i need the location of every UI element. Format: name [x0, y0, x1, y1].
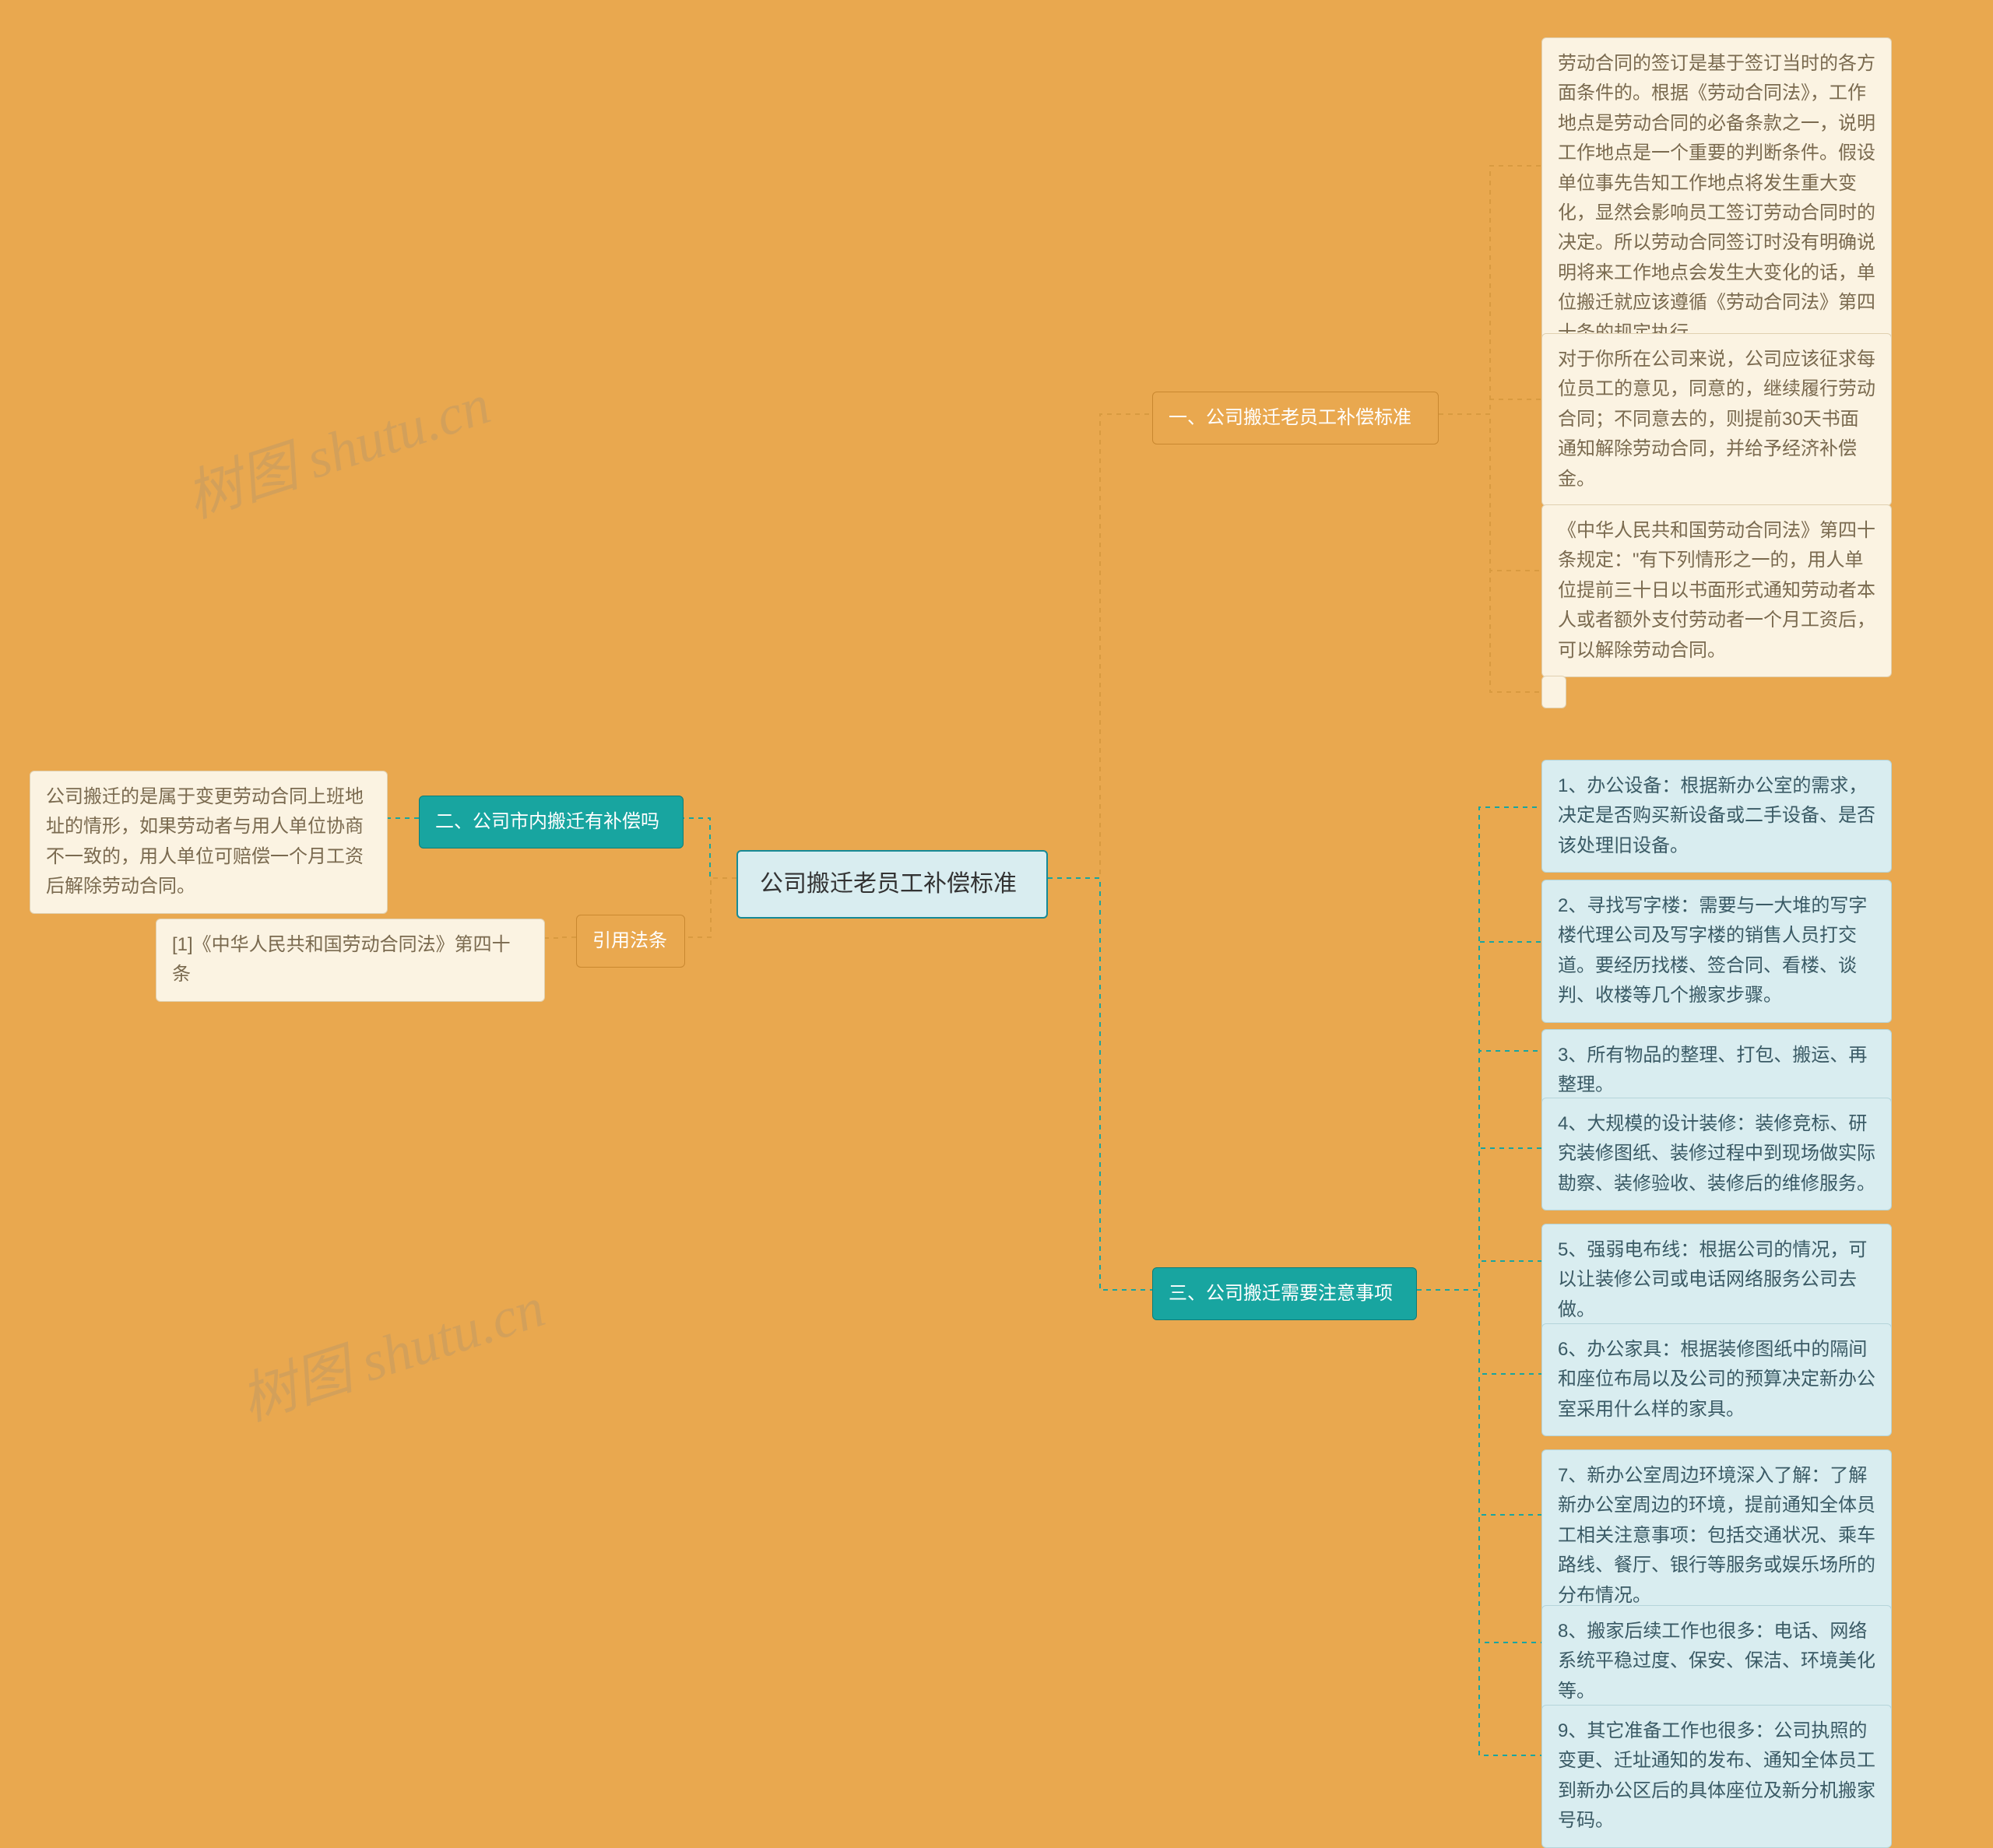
leaf-node: [1]《中华人民共和国劳动合同法》第四十条	[156, 919, 545, 1002]
leaf-node: 1、办公设备：根据新办公室的需求，决定是否购买新设备或二手设备、是否该处理旧设备…	[1541, 760, 1892, 873]
leaf-node: 2、寻找写字楼：需要与一大堆的写字楼代理公司及写字楼的销售人员打交道。要经历找楼…	[1541, 880, 1892, 1023]
leaf-node: 劳动合同的签订是基于签订当时的各方面条件的。根据《劳动合同法》，工作地点是劳动合…	[1541, 37, 1892, 360]
watermark: 树图 shutu.cn	[174, 358, 499, 533]
leaf-node: 8、搬家后续工作也很多：电话、网络系统平稳过度、保安、保洁、环境美化等。	[1541, 1605, 1892, 1718]
watermark: 树图 shutu.cn	[229, 1261, 554, 1436]
leaf-node: 5、强弱电布线：根据公司的情况，可以让装修公司或电话网络服务公司去做。	[1541, 1224, 1892, 1337]
leaf-node: 6、办公家具：根据装修图纸中的隔间和座位布局以及公司的预算决定新办公室采用什么样…	[1541, 1323, 1892, 1436]
branch-node: 引用法条	[576, 915, 685, 968]
branch-node: 二、公司市内搬迁有补偿吗	[419, 796, 684, 848]
leaf-node: 7、新办公室周边环境深入了解：了解新办公室周边的环境，提前通知全体员工相关注意事…	[1541, 1449, 1892, 1622]
branch-node: 一、公司搬迁老员工补偿标准	[1152, 392, 1439, 444]
leaf-node	[1541, 676, 1566, 708]
leaf-node: 9、其它准备工作也很多：公司执照的变更、迁址通知的发布、通知全体员工到新办公区后…	[1541, 1705, 1892, 1848]
branch-node: 三、公司搬迁需要注意事项	[1152, 1267, 1417, 1320]
leaf-node: 4、大规模的设计装修：装修竞标、研究装修图纸、装修过程中到现场做实际勘察、装修验…	[1541, 1098, 1892, 1210]
leaf-node: 《中华人民共和国劳动合同法》第四十条规定："有下列情形之一的，用人单位提前三十日…	[1541, 504, 1892, 677]
leaf-node: 对于你所在公司来说，公司应该征求每位员工的意见，同意的，继续履行劳动合同；不同意…	[1541, 333, 1892, 506]
leaf-node: 公司搬迁的是属于变更劳动合同上班地址的情形，如果劳动者与用人单位协商不一致的，用…	[30, 771, 388, 914]
mindmap-root: 公司搬迁老员工补偿标准	[736, 850, 1048, 919]
